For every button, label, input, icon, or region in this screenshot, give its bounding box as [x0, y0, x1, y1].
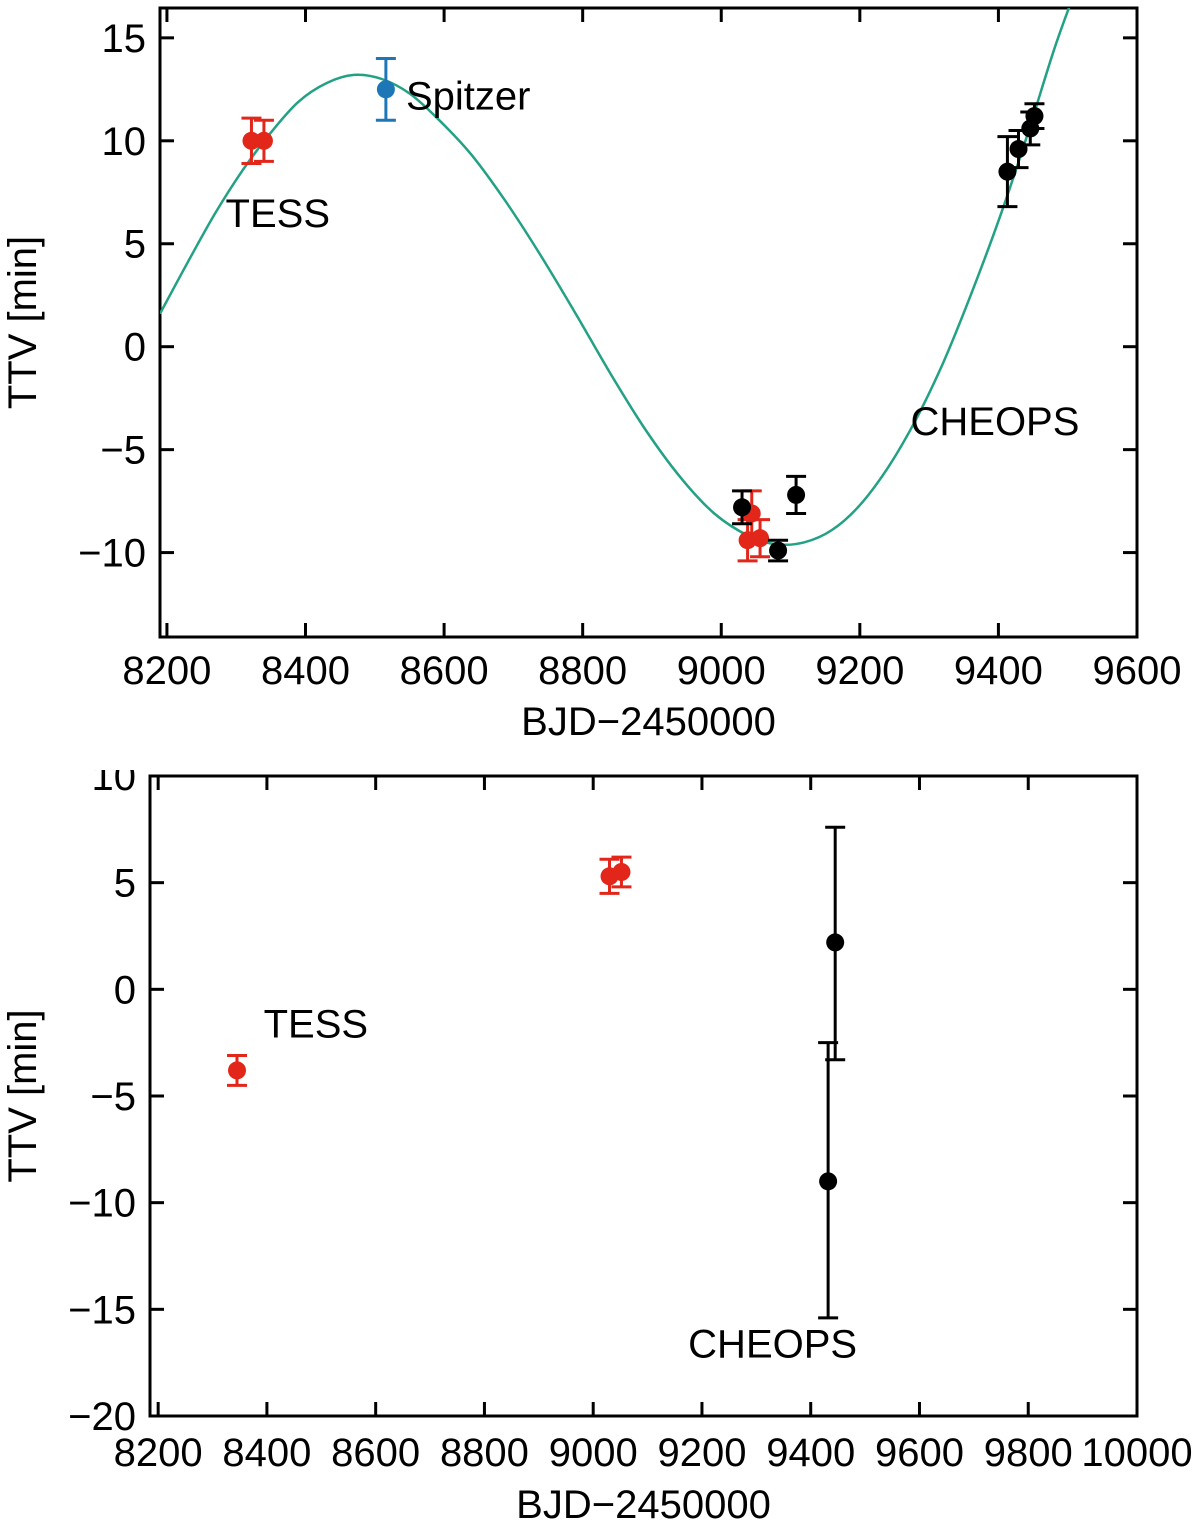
x-tick-label: 9200	[815, 649, 904, 693]
x-tick-label: 9400	[954, 649, 1043, 693]
plot-frame	[158, 6, 1139, 639]
y-axis-label: TTV [min]	[1, 236, 45, 409]
data-point-cheops	[998, 162, 1017, 181]
y-tick-label: 5	[114, 862, 136, 906]
x-axis-label: BJD−2450000	[516, 1483, 771, 1527]
x-tick-label: 10000	[1081, 1431, 1192, 1475]
x-tick-label: 8600	[400, 649, 489, 693]
y-tick-label: 0	[124, 326, 146, 370]
x-tick-label: 8200	[114, 1431, 203, 1475]
annotation-cheops: CHEOPS	[688, 1322, 857, 1366]
data-point-tess	[228, 1061, 247, 1080]
x-tick-label: 9600	[875, 1431, 964, 1475]
data-point-cheops	[1009, 140, 1028, 159]
x-tick-label: 8800	[440, 1431, 529, 1475]
annotation-tess: TESS	[264, 1002, 368, 1046]
x-tick-label: 8600	[331, 1431, 420, 1475]
x-tick-label: 9600	[1093, 649, 1182, 693]
y-tick-label: −15	[68, 1288, 136, 1332]
data-point-tess	[612, 863, 631, 881]
y-axis-label: TTV [min]	[1, 1009, 45, 1182]
x-tick-label: 9000	[549, 1431, 638, 1475]
x-tick-label: 9000	[677, 649, 766, 693]
data-point-cheops	[826, 933, 845, 952]
data-point-tess	[254, 131, 273, 150]
data-point-spitzer	[376, 80, 395, 99]
annotation-tess: TESS	[226, 192, 330, 236]
data-point-cheops	[733, 498, 752, 517]
model-curve	[160, 8, 1071, 547]
data-point-cheops	[787, 485, 806, 504]
x-tick-label: 8800	[538, 649, 627, 693]
y-tick-label: −20	[68, 1395, 136, 1439]
y-tick-label: 0	[114, 968, 136, 1012]
y-tick-label: −5	[100, 429, 146, 473]
x-axis-label: BJD−2450000	[521, 700, 776, 744]
x-tick-label: 9200	[657, 1431, 746, 1475]
x-tick-label: 9400	[766, 1431, 855, 1475]
ttv-plot-top-svg: 8200 8400 8600 8800 9000 9200 9400 9600 −10 −5 0 5 1…	[1, 6, 1182, 744]
x-tick-label: 9800	[984, 1431, 1073, 1475]
annotation-spitzer: Spitzer	[406, 75, 531, 119]
data-point-cheops	[1025, 107, 1044, 126]
x-tick-label: 8400	[261, 649, 350, 693]
data-point-cheops	[769, 541, 788, 560]
data-point-cheops	[819, 1172, 838, 1191]
ttv-chart-top: 8200 8400 8600 8800 9000 9200 9400 9600 −10 −5 0 5 1…	[1, 6, 1182, 744]
y-tick-label: 10	[92, 770, 137, 799]
y-tick-label: 15	[102, 17, 147, 61]
data-point-tess	[751, 529, 770, 548]
ttv-chart-bottom: 8200 8400 8600 8800 9000 9200 9400 9600 9800 1000…	[0, 755, 1200, 1531]
y-tick-label: 5	[124, 223, 146, 267]
ttv-plot-bottom-svg: 8200 8400 8600 8800 9000 9200 9400 9600 9800 1000…	[1, 755, 1193, 1527]
annotation-cheops: CHEOPS	[910, 400, 1079, 444]
y-tick-label: −5	[90, 1075, 136, 1119]
y-tick-label: −10	[78, 532, 146, 576]
data-point-tess	[242, 131, 261, 150]
plot-frame	[148, 774, 1139, 1418]
x-tick-label: 8200	[122, 649, 211, 693]
x-tick-label: 8400	[222, 1431, 311, 1475]
y-tick-label: −10	[68, 1182, 136, 1226]
y-tick-label: 10	[102, 120, 147, 164]
